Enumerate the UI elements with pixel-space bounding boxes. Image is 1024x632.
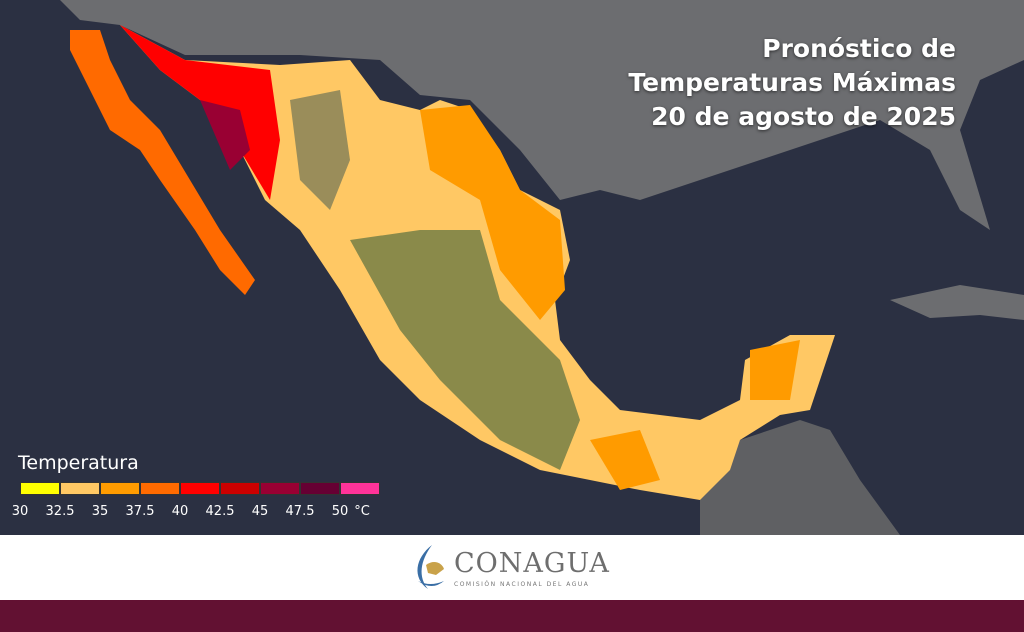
warm-zone-south xyxy=(590,430,660,490)
conagua-logo: CONAGUA COMISIÓN NACIONAL DEL AGUA xyxy=(410,543,610,593)
legend-swatch xyxy=(100,482,140,495)
legend-title: Temperatura xyxy=(18,452,139,474)
legend-tick-label: 42.5 xyxy=(205,504,235,519)
legend-tick-label: 30 xyxy=(11,504,29,519)
legend-swatch xyxy=(220,482,260,495)
title-line-1: Pronóstico de xyxy=(762,34,956,63)
legend-swatch xyxy=(60,482,100,495)
legend-swatch xyxy=(180,482,220,495)
title-line-2: Temperaturas Máximas xyxy=(628,68,956,97)
map-title: Pronóstico de Temperaturas Máximas 20 de… xyxy=(628,32,956,134)
warm-zone-northeast xyxy=(420,105,565,320)
legend-tick-label: 47.5 xyxy=(285,504,315,519)
central-america-landmass xyxy=(700,420,900,535)
legend-unit: °C xyxy=(354,504,370,519)
warm-zone-yucatan xyxy=(750,340,800,400)
legend-swatch xyxy=(260,482,300,495)
temperature-map: Pronóstico de Temperaturas Máximas 20 de… xyxy=(0,0,1024,535)
extreme-zone xyxy=(200,100,250,170)
bottom-band xyxy=(0,600,1024,632)
title-line-3: 20 de agosto de 2025 xyxy=(651,102,956,131)
legend-color-bar xyxy=(20,482,380,495)
mexico-baja xyxy=(70,30,255,295)
conagua-emblem-icon xyxy=(417,545,444,589)
highland-sierra xyxy=(290,90,350,210)
us-landmass xyxy=(60,0,1024,230)
footer: CONAGUA COMISIÓN NACIONAL DEL AGUA xyxy=(0,535,1024,600)
legend-ticks: 30 32.5 35 37.5 40 42.5 45 47.5 50 °C xyxy=(12,504,380,524)
legend-tick-label: 45 xyxy=(251,504,269,519)
legend-tick-label: 37.5 xyxy=(125,504,155,519)
map-graphic xyxy=(60,0,1024,535)
legend-tick-label: 40 xyxy=(171,504,189,519)
legend-tick-label: 32.5 xyxy=(45,504,75,519)
highland-central xyxy=(350,230,580,470)
legend-swatch xyxy=(20,482,60,495)
cuba-landmass xyxy=(890,285,1024,320)
legend-tick-label: 50 xyxy=(331,504,349,519)
legend-swatch xyxy=(140,482,180,495)
legend-swatch xyxy=(300,482,340,495)
hot-zone-sonora xyxy=(120,25,280,200)
temperature-legend: Temperatura 30 32.5 35 37.5 40 42.5 45 47.5 50 °C xyxy=(12,452,380,524)
org-subtitle: COMISIÓN NACIONAL DEL AGUA xyxy=(454,581,590,588)
org-name: CONAGUA xyxy=(454,548,610,579)
legend-swatch xyxy=(340,482,380,495)
legend-tick-label: 35 xyxy=(91,504,109,519)
